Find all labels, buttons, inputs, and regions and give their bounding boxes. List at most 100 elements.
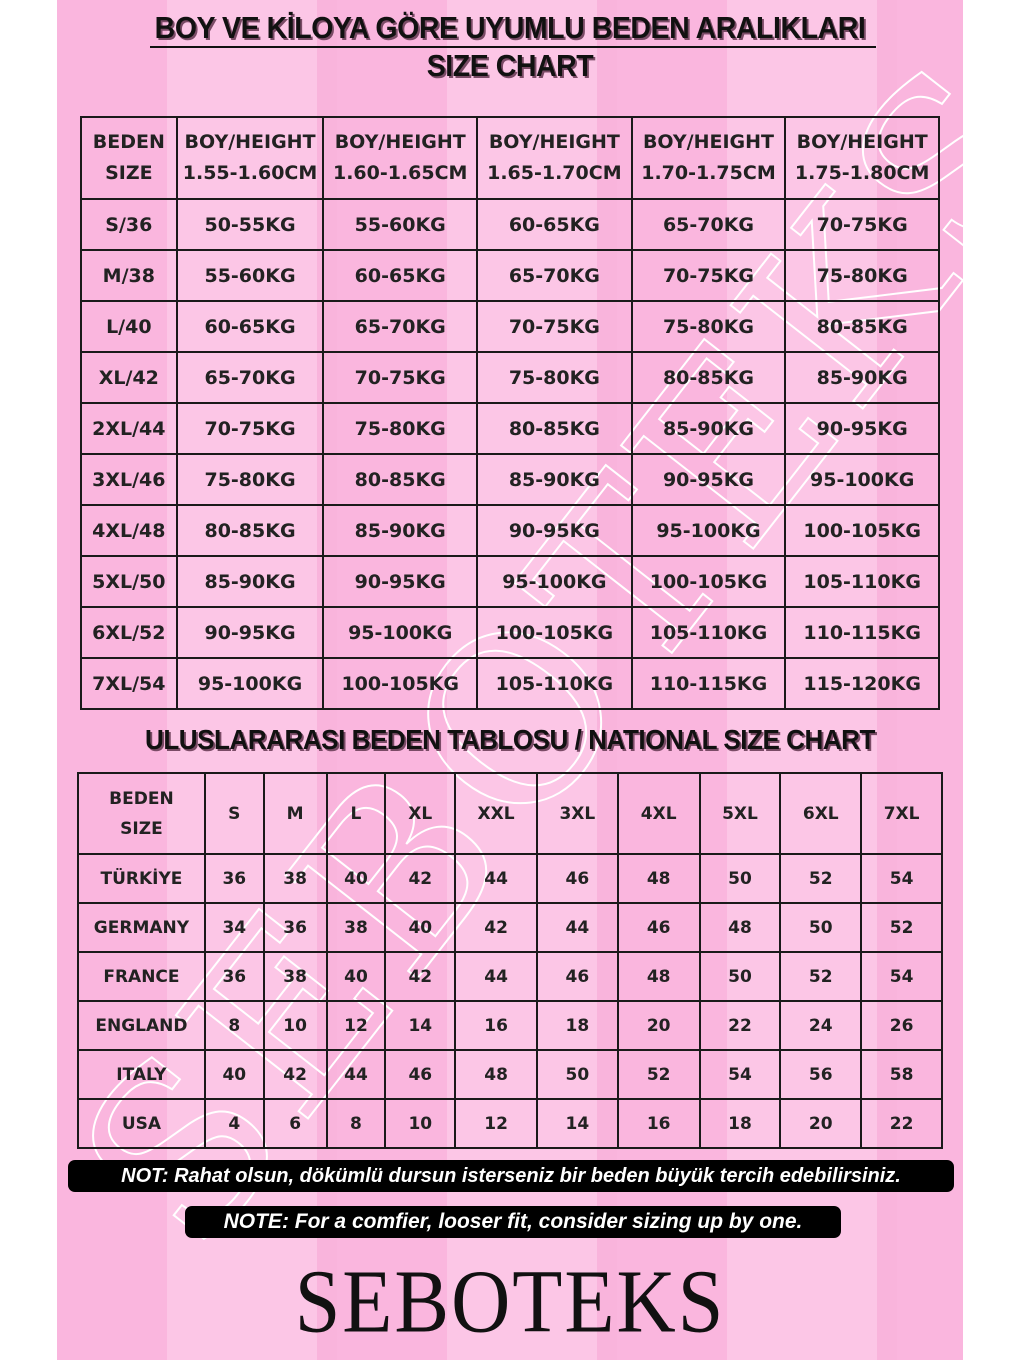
table-row: TÜRKİYE 36 38 40 42 44 46 48 50 52 54 bbox=[77, 853, 943, 904]
size-value-cell: 40 bbox=[384, 902, 457, 953]
size-cell: L/40 bbox=[80, 300, 178, 353]
note-turkish: NOT: Rahat olsun, dökümlü dursun isterse… bbox=[68, 1160, 954, 1192]
size-value-cell: 50 bbox=[535, 1049, 619, 1100]
size-value-cell: 50 bbox=[698, 853, 782, 904]
table-row: L/40 60-65KG 65-70KG 70-75KG 75-80KG 80-85KG bbox=[80, 300, 940, 353]
size-header-cell: 7XL bbox=[860, 772, 943, 855]
size-value-cell: 16 bbox=[454, 1000, 538, 1051]
size-value-cell: 14 bbox=[535, 1098, 619, 1149]
size-value-cell: 10 bbox=[384, 1098, 457, 1149]
header-cell: BOY/HEIGHT 1.65-1.70CM bbox=[476, 116, 633, 200]
table-row: 5XL/50 85-90KG 90-95KG 95-100KG 100-105KG 105… bbox=[80, 555, 940, 608]
weight-cell: 85-90KG bbox=[175, 555, 325, 608]
size-header-cell: XL bbox=[384, 772, 457, 855]
weight-cell: 70-75KG bbox=[476, 300, 633, 353]
size-value-cell: 50 bbox=[779, 902, 863, 953]
header-row: BEDEN SIZE BOY/HEIGHT 1.55-1.60CM BOY/HEIGHT… bbox=[80, 116, 940, 200]
size-header-cell: M bbox=[262, 772, 328, 855]
weight-cell: 100-105KG bbox=[630, 555, 787, 608]
weight-cell: 80-85KG bbox=[322, 453, 479, 506]
header-line: BEDEN bbox=[92, 131, 165, 153]
size-value-cell: 26 bbox=[860, 1000, 943, 1051]
size-value-cell: 38 bbox=[262, 951, 328, 1002]
size-value-cell: 40 bbox=[325, 853, 387, 904]
header-line: BOY/HEIGHT bbox=[334, 131, 466, 153]
size-cell: 4XL/48 bbox=[80, 504, 178, 557]
header-line: BOY/HEIGHT bbox=[184, 131, 316, 153]
weight-cell: 65-70KG bbox=[322, 300, 479, 353]
size-value-cell: 56 bbox=[779, 1049, 863, 1100]
table-row: ITALY 40 42 44 46 48 50 52 54 56 58 bbox=[77, 1049, 943, 1100]
title-underline bbox=[150, 46, 876, 48]
header-line: BOY/HEIGHT bbox=[796, 131, 928, 153]
size-value-cell: 52 bbox=[616, 1049, 701, 1100]
page-title: BOY VE KİLOYA GÖRE UYUMLU BEDEN ARALIKLA… bbox=[154, 10, 866, 45]
weight-cell: 115-120KG bbox=[784, 657, 940, 710]
size-value-cell: 18 bbox=[535, 1000, 619, 1051]
table-row: USA 4 6 8 10 12 14 16 18 20 22 bbox=[77, 1098, 943, 1149]
size-value-cell: 42 bbox=[262, 1049, 328, 1100]
brand-logo: SEBOTEKS bbox=[294, 1251, 726, 1352]
header-line: SIZE bbox=[105, 162, 153, 184]
country-cell: ENGLAND bbox=[77, 1000, 206, 1051]
country-cell: GERMANY bbox=[77, 902, 206, 953]
size-value-cell: 38 bbox=[262, 853, 328, 904]
weight-cell: 60-65KG bbox=[322, 249, 479, 302]
size-value-cell: 46 bbox=[616, 902, 701, 953]
weight-cell: 80-85KG bbox=[784, 300, 940, 353]
size-value-cell: 50 bbox=[698, 951, 782, 1002]
size-value-cell: 42 bbox=[454, 902, 538, 953]
size-value-cell: 40 bbox=[325, 951, 387, 1002]
size-header-cell: 3XL bbox=[535, 772, 619, 855]
size-value-cell: 54 bbox=[860, 951, 943, 1002]
note-english: NOTE: For a comfier, looser fit, conside… bbox=[185, 1206, 841, 1238]
weight-cell: 105-110KG bbox=[476, 657, 633, 710]
size-value-cell: 44 bbox=[454, 853, 538, 904]
size-header-cell: 6XL bbox=[779, 772, 863, 855]
weight-cell: 95-100KG bbox=[784, 453, 940, 506]
page-subtitle: SIZE CHART bbox=[426, 48, 594, 83]
size-header-cell: S bbox=[203, 772, 265, 855]
table-row: M/38 55-60KG 60-65KG 65-70KG 70-75KG 75-80KG bbox=[80, 249, 940, 302]
size-value-cell: 42 bbox=[384, 951, 457, 1002]
weight-cell: 90-95KG bbox=[322, 555, 479, 608]
size-value-cell: 20 bbox=[779, 1098, 863, 1149]
header-line: SIZE bbox=[120, 818, 163, 839]
weight-cell: 105-110KG bbox=[630, 606, 787, 659]
country-cell: USA bbox=[77, 1098, 206, 1149]
size-header-cell: 4XL bbox=[616, 772, 701, 855]
size-value-cell: 48 bbox=[616, 853, 701, 904]
weight-cell: 60-65KG bbox=[476, 198, 633, 251]
header-line: 1.70-1.75CM bbox=[641, 162, 776, 184]
size-value-cell: 16 bbox=[616, 1098, 701, 1149]
weight-cell: 70-75KG bbox=[175, 402, 325, 455]
size-value-cell: 22 bbox=[698, 1000, 782, 1051]
size-cell: 7XL/54 bbox=[80, 657, 178, 710]
size-value-cell: 8 bbox=[203, 1000, 265, 1051]
weight-cell: 55-60KG bbox=[322, 198, 479, 251]
size-value-cell: 48 bbox=[698, 902, 782, 953]
size-value-cell: 12 bbox=[325, 1000, 387, 1051]
weight-cell: 65-70KG bbox=[175, 351, 325, 404]
table-row: 3XL/46 75-80KG 80-85KG 85-90KG 90-95KG 95-100… bbox=[80, 453, 940, 506]
weight-cell: 105-110KG bbox=[784, 555, 940, 608]
weight-cell: 85-90KG bbox=[630, 402, 787, 455]
header-line: 1.75-1.80CM bbox=[794, 162, 930, 184]
size-value-cell: 42 bbox=[384, 853, 457, 904]
country-cell: ITALY bbox=[77, 1049, 206, 1100]
country-cell: TÜRKİYE bbox=[77, 853, 206, 904]
size-value-cell: 22 bbox=[860, 1098, 943, 1149]
table-row: 2XL/44 70-75KG 75-80KG 80-85KG 85-90KG 90-95K… bbox=[80, 402, 940, 455]
weight-cell: 70-75KG bbox=[322, 351, 479, 404]
weight-cell: 80-85KG bbox=[476, 402, 633, 455]
header-line: BOY/HEIGHT bbox=[642, 131, 775, 153]
weight-cell: 75-80KG bbox=[322, 402, 479, 455]
weight-cell: 100-105KG bbox=[784, 504, 940, 557]
size-value-cell: 48 bbox=[616, 951, 701, 1002]
size-value-cell: 8 bbox=[325, 1098, 387, 1149]
table-row: XL/42 65-70KG 70-75KG 75-80KG 80-85KG 85-90KG bbox=[80, 351, 940, 404]
weight-cell: 95-100KG bbox=[175, 657, 325, 710]
weight-cell: 85-90KG bbox=[322, 504, 479, 557]
header-cell: BOY/HEIGHT 1.55-1.60CM bbox=[175, 116, 325, 200]
size-value-cell: 44 bbox=[454, 951, 538, 1002]
